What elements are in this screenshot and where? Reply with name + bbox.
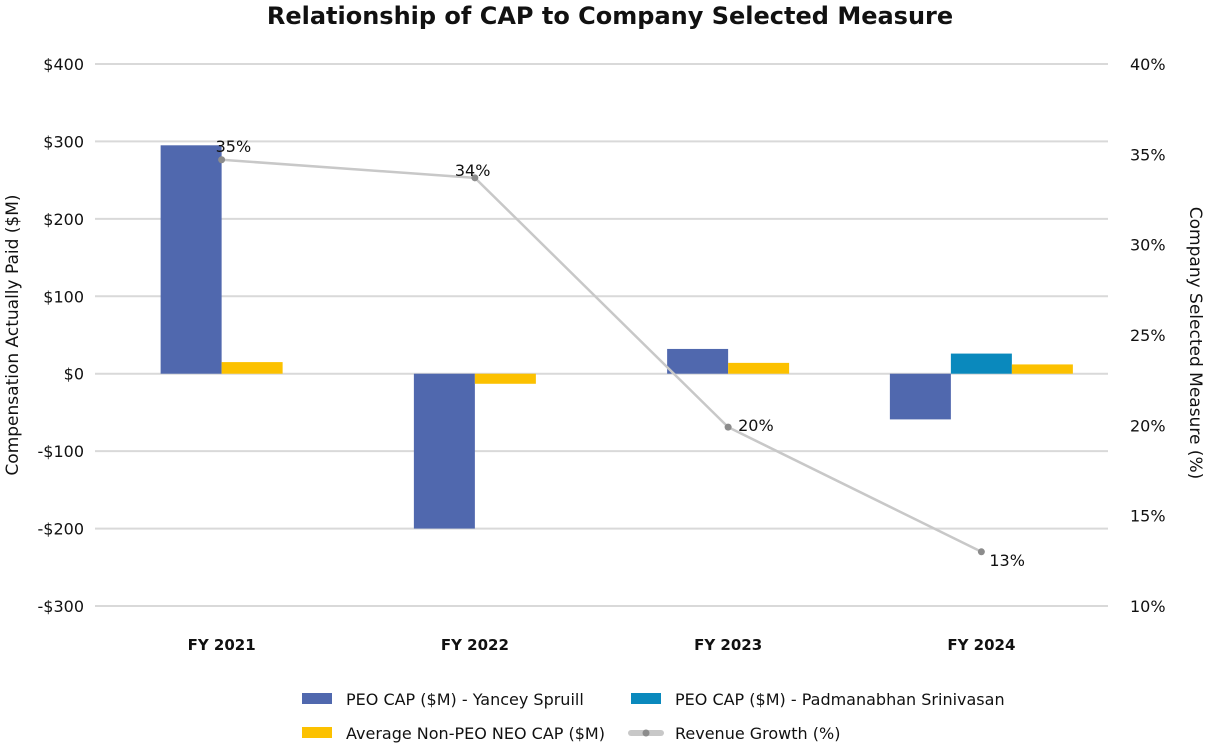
legend-label: Revenue Growth (%)	[675, 724, 840, 743]
right-axis-ticks: 40% 35% 30% 25% 20% 15% 10%	[1130, 55, 1166, 616]
category-labels: FY 2021 FY 2022 FY 2023 FY 2024	[188, 636, 1016, 654]
legend-label: PEO CAP ($M) - Yancey Spruill	[346, 690, 584, 709]
left-tick-label: $400	[43, 55, 84, 74]
left-axis-ticks: $400 $300 $200 $100 $0 -$100 -$200 -$300	[38, 55, 85, 616]
bar-peo-cap-m-yancey-spruill-fy-2024	[889, 373, 951, 420]
bar-average-non-peo-neo-cap-m--fy-2021	[221, 362, 283, 374]
bar-average-non-peo-neo-cap-m--fy-2022	[474, 373, 536, 384]
data-label: 20%	[738, 416, 774, 435]
bar-average-non-peo-neo-cap-m--fy-2023	[728, 362, 790, 374]
revenue-growth-line: 35% 34% 20% 13%	[216, 137, 1025, 570]
category-label: FY 2024	[947, 636, 1015, 654]
category-label: FY 2022	[441, 636, 509, 654]
right-tick-label: 35%	[1130, 145, 1166, 164]
bars	[160, 145, 1073, 529]
right-tick-label: 10%	[1130, 597, 1166, 616]
left-axis-label: Compensation Actually Paid ($M)	[3, 194, 23, 475]
legend-marker	[642, 729, 650, 737]
line-marker	[724, 423, 732, 431]
right-tick-label: 20%	[1130, 416, 1166, 435]
category-label: FY 2023	[694, 636, 762, 654]
chart-title: Relationship of CAP to Company Selected …	[267, 2, 953, 30]
line-marker	[977, 548, 985, 556]
legend: PEO CAP ($M) - Yancey Spruill PEO CAP ($M…	[302, 690, 1005, 743]
line-marker	[471, 174, 479, 182]
line-path	[221, 158, 982, 553]
legend-swatch	[302, 693, 332, 704]
bar-peo-cap-m-yancey-spruill-fy-2023	[667, 348, 729, 374]
right-tick-label: 15%	[1130, 507, 1166, 526]
left-tick-label: $200	[43, 210, 84, 229]
category-label: FY 2021	[188, 636, 256, 654]
right-tick-label: 25%	[1130, 326, 1166, 345]
left-tick-label: -$100	[38, 442, 85, 461]
data-label: 34%	[455, 161, 491, 180]
legend-label: Average Non-PEO NEO CAP ($M)	[346, 724, 605, 743]
legend-swatch	[302, 727, 332, 738]
left-tick-label: -$200	[38, 520, 85, 539]
right-axis-label: Company Selected Measure (%)	[1185, 207, 1205, 479]
data-label: 35%	[216, 137, 252, 156]
right-tick-label: 40%	[1130, 55, 1166, 74]
line-marker	[218, 156, 226, 164]
bar-peo-cap-m-padmanabhan-srinivasan-fy-2024	[950, 353, 1012, 374]
legend-label: PEO CAP ($M) - Padmanabhan Srinivasan	[675, 690, 1005, 709]
left-tick-label: $100	[43, 287, 84, 306]
left-tick-label: $0	[64, 365, 84, 384]
bar-peo-cap-m-yancey-spruill-fy-2021	[160, 145, 222, 374]
data-label: 13%	[989, 551, 1025, 570]
bar-average-non-peo-neo-cap-m--fy-2024	[1011, 364, 1073, 374]
right-tick-label: 30%	[1130, 236, 1166, 255]
legend-swatch	[631, 693, 661, 704]
left-tick-label: -$300	[38, 597, 85, 616]
bar-peo-cap-m-yancey-spruill-fy-2022	[413, 373, 475, 529]
left-tick-label: $300	[43, 132, 84, 151]
